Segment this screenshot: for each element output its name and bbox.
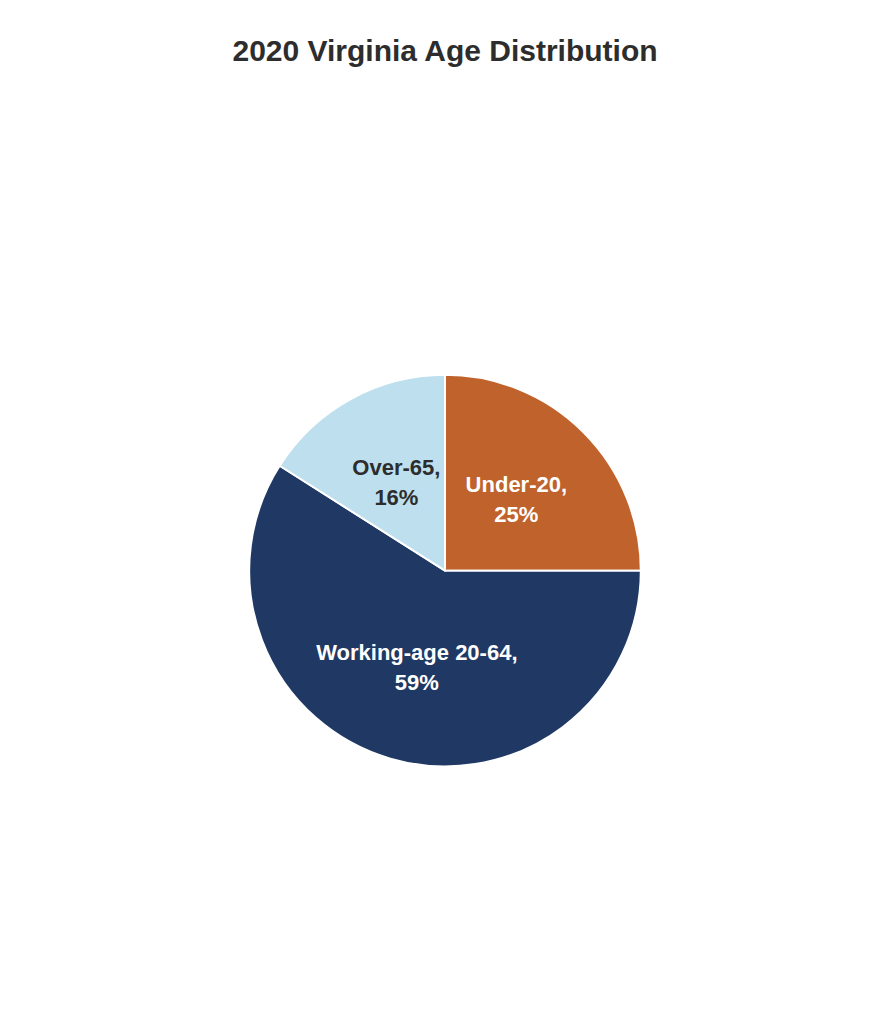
svg-text:59%: 59% — [395, 670, 439, 695]
svg-text:Under-20,: Under-20, — [466, 472, 567, 497]
svg-text:25%: 25% — [494, 502, 538, 527]
svg-text:16%: 16% — [374, 485, 418, 510]
svg-text:2020 Virginia Age Distribution: 2020 Virginia Age Distribution — [232, 34, 657, 67]
svg-text:Over-65,: Over-65, — [352, 455, 440, 480]
svg-text:Working-age 20-64,: Working-age 20-64, — [316, 640, 517, 665]
